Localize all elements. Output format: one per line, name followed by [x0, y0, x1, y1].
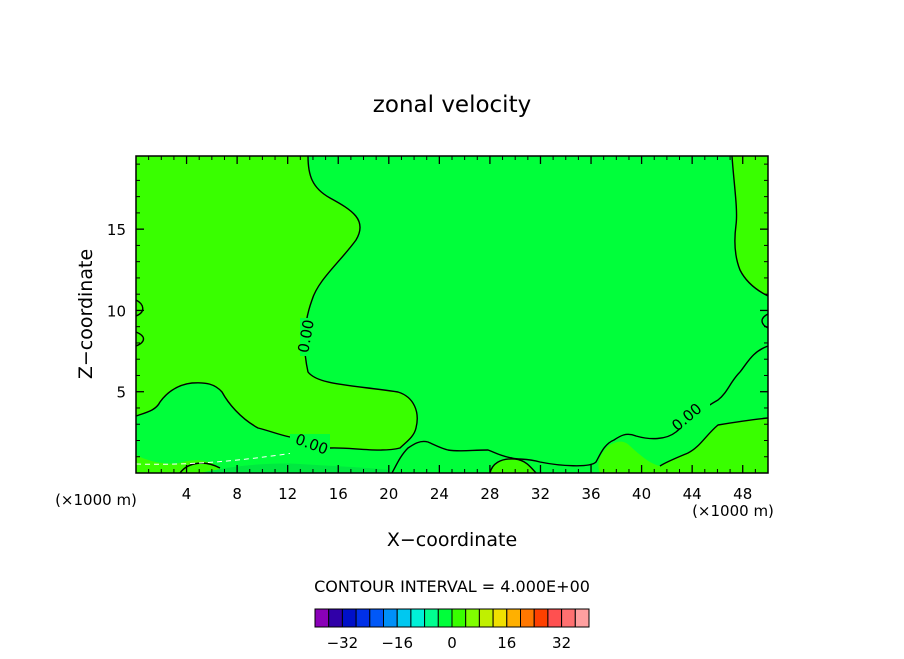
colorbar-swatch [369, 608, 384, 628]
x-tick-label: 36 [581, 485, 600, 503]
colorbar-swatch [396, 608, 412, 628]
colorbar-swatch [574, 608, 590, 628]
contour-label-bg-3 [670, 404, 710, 428]
colorbar-swatch [355, 608, 371, 628]
colorbar-swatch [478, 608, 494, 628]
y-tick-label: 10 [107, 302, 126, 320]
contour-bottom-left [179, 462, 221, 474]
x-tick-label: 4 [182, 485, 192, 503]
x-tick-label: 40 [632, 485, 651, 503]
contour-bottom-mid [489, 458, 537, 474]
colorbar-swatch [561, 608, 576, 628]
colorbar-swatch [492, 608, 508, 628]
colorbar-swatch [451, 608, 467, 628]
region-bottom-dark [200, 463, 390, 473]
colorbar-swatch [424, 608, 439, 628]
x-tick-label: 28 [480, 485, 499, 503]
region-bottom-strip [136, 455, 220, 473]
colorbar-tick-label: 16 [497, 634, 516, 652]
x-tick-label: 20 [379, 485, 398, 503]
contour-left-edge-1 [135, 299, 144, 317]
contour-zero-right [391, 345, 769, 474]
chart-title: zonal velocity [373, 92, 531, 118]
plot-area: 0.00 0.00 0.00 4 8 12 16 20 24 28 32 36 40 44 48510… [107, 155, 769, 503]
contour-left-edge-2 [135, 331, 145, 347]
x-tick-label: 32 [531, 485, 550, 503]
contour-label-1: 0.00 [294, 318, 318, 354]
colorbar-swatch [328, 608, 343, 628]
contour-right-low [659, 417, 769, 467]
colorbar-swatch [465, 608, 480, 628]
x-tick-label: 24 [430, 485, 449, 503]
colorbar-swatch [506, 608, 521, 628]
region-upper-left [136, 156, 418, 451]
contour-zero-upper-right [731, 155, 769, 297]
colorbar-swatch [547, 608, 563, 628]
region-lower-right [598, 418, 768, 473]
x-tick-label: 8 [232, 485, 242, 503]
colorbar-tick-label: −16 [381, 634, 413, 652]
contour-label-bg-1 [300, 318, 322, 356]
x-tick-label: 16 [329, 485, 348, 503]
contour-interval-text: CONTOUR INTERVAL = 4.000E+00 [314, 577, 590, 596]
colorbar-swatch [314, 608, 330, 628]
y-axis-label: Z−coordinate [75, 249, 97, 379]
colorbar-tick-label: 32 [552, 634, 571, 652]
colorbar: −32 −16 0 16 32 [314, 608, 590, 652]
contour-zero-left [135, 155, 418, 451]
x-tick-label: 44 [683, 485, 702, 503]
y-tick-label: 5 [116, 384, 126, 402]
x-axis-label: X−coordinate [387, 529, 517, 551]
colorbar-swatch [410, 608, 426, 628]
x-unit-left: (×1000 m) [55, 491, 137, 509]
contour-dashed-bottom [135, 451, 301, 465]
colorbar-swatch [520, 608, 535, 628]
colorbar-swatch [533, 608, 549, 628]
colorbar-tick-label: 0 [447, 634, 457, 652]
x-tick-label: 48 [733, 485, 752, 503]
colorbar-tick-label: −32 [327, 634, 359, 652]
colorbar-swatch [341, 608, 357, 628]
colorbar-swatch [383, 608, 398, 628]
y-tick-label: 15 [107, 221, 126, 239]
x-tick-label: 12 [278, 485, 297, 503]
contour-label-bg-2 [290, 434, 330, 456]
x-unit-right: (×1000 m) [692, 502, 774, 520]
region-upper-right [732, 156, 768, 296]
colorbar-swatch [437, 608, 453, 628]
